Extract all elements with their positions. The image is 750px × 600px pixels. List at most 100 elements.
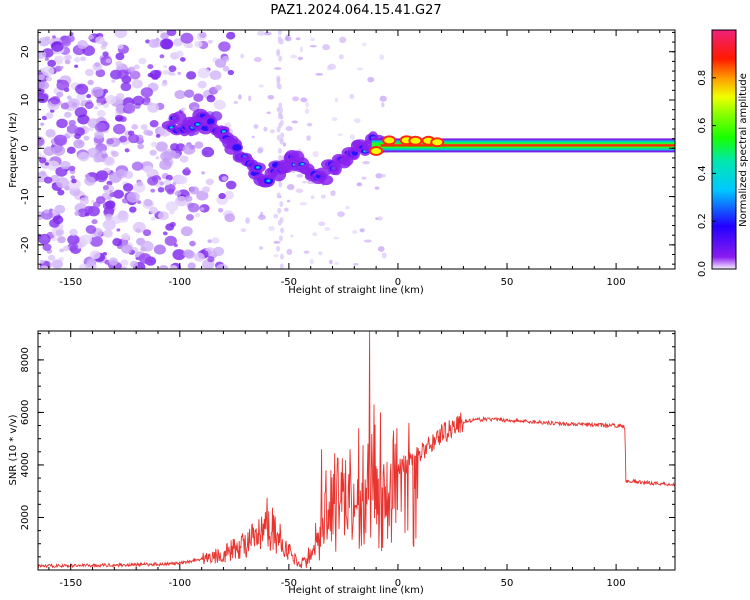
y-tick-label: -10: [20, 188, 31, 204]
noise-blob: [94, 130, 104, 139]
noise-blob: [38, 93, 49, 104]
noise-blob: [177, 176, 188, 185]
noise-blob: [207, 256, 215, 263]
noise-blob: [74, 211, 80, 216]
snr-y-ticks: 2000 4000 6000 8000: [20, 333, 675, 571]
noise-blob: [77, 40, 88, 50]
noise-blob: [280, 227, 285, 234]
noise-blob: [375, 173, 383, 179]
noise-blob: [377, 246, 385, 252]
noise-blob: [179, 57, 186, 62]
noise-blob: [150, 216, 156, 221]
colorbar-tick-label: 0.4: [697, 165, 708, 181]
x-tick-label: 100: [607, 277, 626, 288]
noise-blob: [68, 165, 76, 172]
noise-blob: [42, 66, 55, 77]
noise-blob: [90, 199, 95, 204]
x-tick-label: 50: [501, 277, 514, 288]
noise-blob: [233, 100, 239, 104]
noise-blob: [202, 186, 210, 193]
noise-blob: [47, 59, 57, 68]
noise-blob: [303, 250, 310, 254]
noise-blob: [105, 201, 115, 210]
noise-blob: [240, 228, 247, 233]
noise-blob: [180, 226, 193, 237]
noise-blob: [157, 211, 169, 221]
noise-blob: [140, 240, 154, 252]
spectrogram-axes-frame: [37, 29, 676, 270]
noise-blob: [159, 159, 172, 171]
noise-blob: [269, 129, 275, 134]
noise-blob: [54, 204, 66, 214]
noise-blob: [277, 207, 282, 214]
noise-blob: [126, 191, 140, 203]
noise-blob: [70, 175, 76, 180]
noise-blob: [147, 64, 154, 70]
noise-blob: [299, 202, 307, 206]
noise-blob: [150, 188, 156, 193]
noise-blob: [140, 124, 148, 130]
noise-blob: [73, 56, 81, 63]
noise-blob: [172, 249, 186, 261]
noise-blob: [162, 231, 168, 236]
noise-blob: [278, 55, 283, 62]
noise-blob: [86, 94, 92, 99]
noise-blob: [187, 202, 200, 213]
noise-blob: [158, 264, 169, 269]
noise-blob: [105, 58, 112, 64]
noise-blob: [106, 180, 113, 186]
noise-blob: [257, 214, 266, 220]
noise-blob: [94, 122, 107, 133]
colorbar-tick-label: 0.6: [697, 118, 708, 134]
noise-blob: [124, 148, 130, 153]
noise-blob: [206, 94, 216, 103]
noise-blob: [162, 69, 169, 75]
snr-x-label: Height of straight line (km): [288, 585, 424, 596]
noise-blob: [257, 30, 265, 36]
noise-blob: [201, 146, 215, 158]
noise-blob: [181, 107, 186, 112]
noise-blob: [186, 71, 197, 80]
noise-blob: [359, 228, 365, 233]
noise-blob: [43, 146, 55, 156]
noise-blob: [339, 36, 347, 44]
noise-blob: [290, 54, 297, 59]
noise-blob: [215, 263, 229, 269]
noise-blob: [91, 219, 98, 225]
noise-blob: [147, 72, 154, 78]
noise-blob: [214, 58, 227, 68]
noise-blob: [122, 183, 134, 192]
noise-blob: [42, 243, 52, 251]
noise-blob: [40, 209, 53, 220]
noise-blob: [320, 194, 326, 199]
noise-blob: [253, 57, 262, 63]
noise-blob: [102, 51, 109, 57]
noise-blob: [71, 178, 77, 184]
noise-blob: [105, 94, 117, 105]
noise-blob: [60, 160, 71, 170]
noise-blob: [51, 226, 65, 237]
noise-blob: [345, 205, 350, 210]
noise-blob: [95, 196, 106, 205]
y-tick-label: 2000: [20, 505, 31, 530]
noise-blob: [279, 200, 284, 207]
noise-blob: [79, 197, 89, 205]
noise-blob: [310, 195, 315, 199]
figure-title: PAZ1.2024.064.15.41.G27: [270, 3, 441, 18]
ridge-core: [207, 118, 215, 125]
noise-blob: [277, 30, 282, 36]
noise-blob: [131, 161, 144, 171]
noise-blob: [251, 135, 256, 139]
snr-y-label: SNR (10 * v/v): [8, 414, 19, 485]
noise-blob: [157, 186, 165, 193]
noise-blob: [93, 155, 103, 163]
noise-blob: [312, 232, 318, 237]
x-tick-label: 100: [607, 578, 626, 589]
noise-blob: [159, 181, 165, 186]
noise-blob: [245, 217, 250, 224]
noise-blob: [217, 208, 224, 213]
noise-blob: [137, 143, 145, 150]
noise-blob: [258, 84, 264, 88]
noise-blob: [85, 225, 97, 234]
